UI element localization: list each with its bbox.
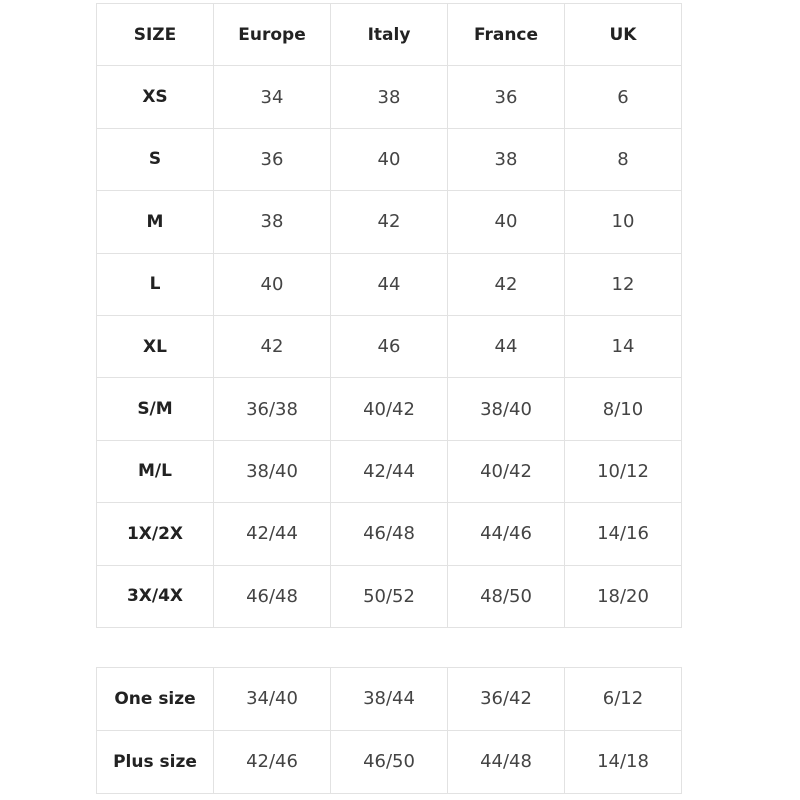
table-row: L 40 44 42 12 [96,252,682,316]
size-value-cell: 44 [447,314,565,379]
column-header: France [447,2,565,67]
size-value-cell: 10 [564,190,682,254]
size-value-cell: 42 [330,190,448,254]
size-value-cell: 40/42 [447,439,565,504]
size-value-cell: 38 [447,127,565,192]
size-value-cell: 38/40 [447,377,565,441]
size-value-cell: 48/50 [447,564,565,628]
size-value-cell: 46/50 [330,729,448,794]
table-row: XL 42 46 44 14 [96,314,682,379]
size-value-cell: 42 [213,314,331,379]
size-label-cell: 1X/2X [96,502,214,566]
size-label-cell: M [96,190,214,254]
column-header: Italy [330,2,448,67]
size-value-cell: 42/46 [213,729,331,794]
size-value-cell: 8/10 [564,377,682,441]
size-label-cell: S/M [96,377,214,441]
size-value-cell: 8 [564,127,682,192]
table-row: One size 34/40 38/44 36/42 6/12 [96,667,682,731]
column-header: SIZE [96,2,214,67]
size-value-cell: 12 [564,252,682,316]
size-value-cell: 38 [213,190,331,254]
table-header-row: SIZE Europe Italy France UK [96,2,682,67]
size-value-cell: 44/46 [447,502,565,566]
size-value-cell: 38 [330,65,448,129]
size-value-cell: 6 [564,65,682,129]
size-label-cell: XL [96,314,214,379]
size-value-cell: 10/12 [564,439,682,504]
size-value-cell: 44/48 [447,729,565,794]
size-value-cell: 6/12 [564,667,682,731]
table-row: S/M 36/38 40/42 38/40 8/10 [96,377,682,441]
size-value-cell: 38/44 [330,667,448,731]
table-row: 3X/4X 46/48 50/52 48/50 18/20 [96,564,682,628]
size-value-cell: 34/40 [213,667,331,731]
table-row: M/L 38/40 42/44 40/42 10/12 [96,439,682,504]
size-value-cell: 46/48 [213,564,331,628]
column-header: UK [564,2,682,67]
size-value-cell: 36/42 [447,667,565,731]
size-value-cell: 40/42 [330,377,448,441]
size-label-cell: One size [96,667,214,731]
size-label-cell: L [96,252,214,316]
size-value-cell: 14/16 [564,502,682,566]
size-value-cell: 34 [213,65,331,129]
size-value-cell: 46/48 [330,502,448,566]
table-row: 1X/2X 42/44 46/48 44/46 14/16 [96,502,682,566]
table-row: S 36 40 38 8 [96,127,682,192]
size-value-cell: 46 [330,314,448,379]
size-value-cell: 42/44 [213,502,331,566]
size-label-cell: XS [96,65,214,129]
size-value-cell: 44 [330,252,448,316]
size-value-cell: 50/52 [330,564,448,628]
size-value-cell: 14 [564,314,682,379]
size-value-cell: 36/38 [213,377,331,441]
table-row: Plus size 42/46 46/50 44/48 14/18 [96,729,682,794]
size-value-cell: 36 [447,65,565,129]
size-value-cell: 36 [213,127,331,192]
size-value-cell: 42 [447,252,565,316]
size-value-cell: 42/44 [330,439,448,504]
size-label-cell: S [96,127,214,192]
table-row: M 38 42 40 10 [96,190,682,254]
size-value-cell: 18/20 [564,564,682,628]
size-value-cell: 38/40 [213,439,331,504]
size-chart-table: SIZE Europe Italy France UK XS 34 38 36 6 S 36 40 38… [96,2,682,628]
size-value-cell: 14/18 [564,729,682,794]
size-value-cell: 40 [447,190,565,254]
size-label-cell: M/L [96,439,214,504]
size-value-cell: 40 [330,127,448,192]
size-value-cell: 40 [213,252,331,316]
size-label-cell: 3X/4X [96,564,214,628]
size-label-cell: Plus size [96,729,214,794]
table-row: XS 34 38 36 6 [96,65,682,129]
one-plus-size-table: One size 34/40 38/44 36/42 6/12 Plus size 42/4… [96,667,682,794]
column-header: Europe [213,2,331,67]
